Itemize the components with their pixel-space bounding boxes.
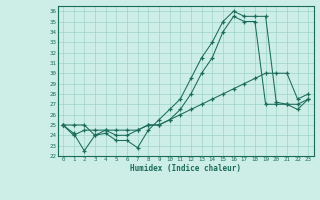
X-axis label: Humidex (Indice chaleur): Humidex (Indice chaleur) bbox=[130, 164, 241, 173]
